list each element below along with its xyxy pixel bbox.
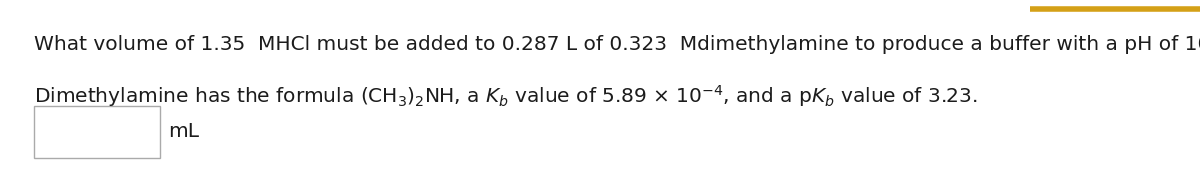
Text: Dimethylamine has the formula (CH$_3$)$_2$NH, a $K_b$ value of 5.89 × 10$^{-4}$,: Dimethylamine has the formula (CH$_3$)$_…	[34, 84, 977, 109]
Text: mL: mL	[168, 122, 199, 141]
Text: What volume of 1.35  MHCl must be added to 0.287 L of 0.323  Mdimethylamine to p: What volume of 1.35 MHCl must be added t…	[34, 35, 1200, 54]
FancyBboxPatch shape	[34, 106, 160, 158]
